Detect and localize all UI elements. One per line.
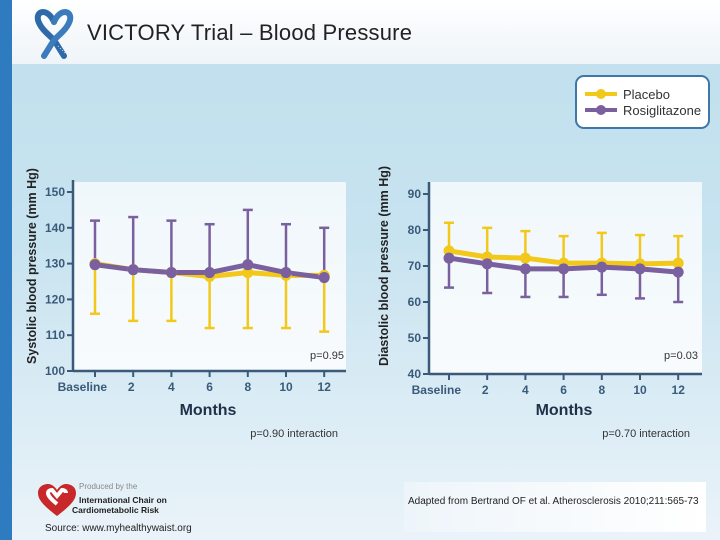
diastolic-p-value: p=0.03 [664, 350, 698, 362]
systolic-x-tick-label: 6 [206, 380, 213, 394]
systolic-y-tick-label: 130 [45, 257, 65, 271]
systolic-y-tick-label: 150 [45, 185, 65, 199]
rosiglitazone-legend-swatch [585, 105, 617, 115]
diastolic-y-tick-label: 50 [408, 331, 422, 345]
systolic-x-tick-label: 4 [168, 380, 175, 394]
diastolic-x-tick-label: 12 [672, 383, 686, 397]
diastolic-rosiglitazone-point [634, 263, 646, 275]
org-name-line2: Cardiometabolic Risk [72, 505, 159, 515]
diastolic-y-axis-label: Diastolic blood pressure (mm Hg) [377, 166, 391, 366]
diastolic-rosiglitazone-point [443, 252, 455, 264]
systolic-rosiglitazone-point [318, 272, 330, 284]
systolic-rosiglitazone-point [242, 259, 254, 271]
chart-legend: Placebo Rosiglitazone [575, 75, 710, 129]
citation-text: Adapted from Bertrand OF et al. Atherosc… [408, 496, 699, 507]
systolic-x-tick-label: 10 [279, 380, 293, 394]
diastolic-rosiglitazone-point [519, 263, 531, 275]
systolic-p-value: p=0.95 [310, 350, 344, 362]
diastolic-rosiglitazone-point [596, 261, 608, 273]
systolic-x-tick-label: 12 [318, 380, 332, 394]
diastolic-x-tick-label: 2 [482, 383, 489, 397]
source-text: Source: www.myhealthywaist.org [45, 523, 192, 534]
systolic-y-tick-label: 100 [45, 364, 65, 378]
diastolic-x-tick-label: 6 [560, 383, 567, 397]
placebo-legend-swatch [585, 89, 617, 99]
legend-label: Rosiglitazone [623, 102, 702, 118]
diastolic-x-tick-label: 4 [522, 383, 529, 397]
diastolic-chart: Diastolic blood pressure (mm Hg) p=0.03 … [377, 166, 702, 440]
diastolic-rosiglitazone-point [481, 258, 493, 270]
diastolic-y-tick-label: 40 [408, 367, 422, 381]
systolic-chart: Systolic blood pressure (mm Hg) p=0.95 M… [25, 168, 346, 440]
systolic-x-tick-label: Baseline [58, 380, 108, 394]
systolic-placebo-point [242, 267, 254, 279]
diastolic-p-interaction: p=0.70 interaction [602, 428, 690, 440]
diastolic-placebo-point [672, 257, 684, 269]
systolic-x-tick-label: 2 [128, 380, 135, 394]
diastolic-rosiglitazone-point [558, 263, 570, 275]
diastolic-x-tick-label: Baseline [412, 383, 462, 397]
systolic-x-tick-label: 8 [244, 380, 251, 394]
diastolic-x-tick-label: 10 [633, 383, 647, 397]
diastolic-x-tick-label: 8 [598, 383, 605, 397]
legend-label: Placebo [623, 86, 670, 102]
diastolic-y-tick-label: 80 [408, 223, 422, 237]
left-accent-strip [0, 0, 12, 540]
diastolic-placebo-point [519, 252, 531, 264]
legend-item-rosiglitazone: Rosiglitazone [585, 102, 701, 118]
diastolic-rosiglitazone-point [672, 266, 684, 278]
systolic-rosiglitazone-point [89, 259, 101, 271]
ribbon-tape-heart-icon [34, 9, 74, 59]
legend-item-placebo: Placebo [585, 86, 670, 102]
diastolic-y-tick-label: 60 [408, 295, 422, 309]
systolic-y-tick-label: 110 [46, 328, 66, 342]
citation-box [404, 482, 706, 532]
title-bar [12, 0, 720, 64]
systolic-p-interaction: p=0.90 interaction [250, 428, 338, 440]
systolic-x-axis-label: Months [180, 402, 237, 419]
icccr-heart-logo [38, 484, 76, 516]
produced-by-text: Produced by the [79, 482, 138, 491]
org-name-line1: International Chair on [79, 495, 167, 505]
diastolic-y-tick-label: 90 [408, 187, 422, 201]
systolic-y-tick-label: 140 [45, 221, 65, 235]
diastolic-plot-panel [430, 182, 702, 374]
systolic-rosiglitazone-point [204, 267, 216, 279]
systolic-rosiglitazone-point [165, 267, 177, 279]
systolic-y-tick-label: 120 [45, 292, 65, 306]
systolic-rosiglitazone-point [127, 264, 139, 276]
systolic-rosiglitazone-point [280, 267, 292, 279]
diastolic-x-axis-label: Months [536, 402, 593, 419]
slide-title: VICTORY Trial – Blood Pressure [87, 20, 413, 45]
systolic-y-axis-label: Systolic blood pressure (mm Hg) [25, 168, 39, 364]
diastolic-y-tick-label: 70 [408, 259, 422, 273]
